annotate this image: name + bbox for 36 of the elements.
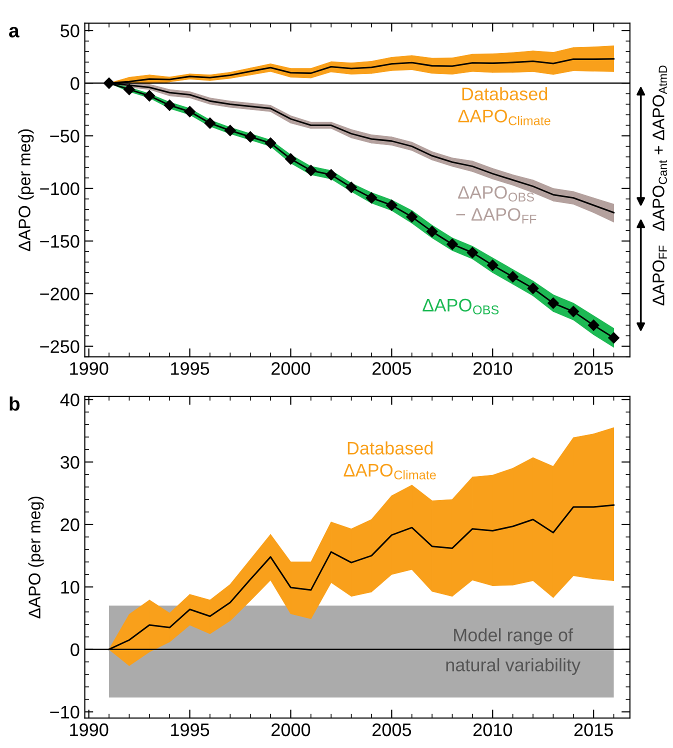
x-tick-label: 2010 [473,723,512,736]
y-tick-label: −10 [50,706,80,719]
x-tick-label: 2010 [473,362,512,375]
text: ΔAPO$_{Cant}$ + ΔAPO$_{AtmD}$ [652,66,667,231]
y-tick-label: 50 [60,24,80,38]
y-tick-label: 0 [70,643,80,656]
y-tick-label: 10 [61,580,80,594]
y-tick-label: −100 [40,182,80,196]
y-tick-label: −250 [40,340,80,353]
series-label: Databased ΔAPO$_{Climate}$ [458,87,550,126]
y-tick-label: −200 [40,288,80,300]
x-tick-label: 1995 [171,362,210,375]
band-label: Model range of natural variability [446,628,581,675]
series-label: ΔAPO$_{OBS}$ − ΔAPO$_{FF}$ [456,186,536,224]
y-axis-title: ΔAPO (per meg) [18,129,34,252]
x-tick-label: 1990 [70,723,108,736]
text: ΔAPO$_{FF}$ [652,246,667,306]
y-tick-label: −150 [40,234,80,248]
chart-title: a [9,26,20,38]
y-tick-label: −50 [50,130,80,143]
series-label: ΔAPO$_{OBS}$ [422,298,499,314]
x-tick-label: 2015 [574,723,613,736]
y-tick-label: 0 [70,77,80,90]
y-tick-label: 20 [60,518,80,532]
y-tick-label: 40 [60,393,80,406]
x-tick-label: 1990 [70,362,108,375]
y-axis-title: ΔAPO (per meg) [28,496,44,618]
x-tick-label: 2000 [272,723,310,736]
x-tick-label: 1995 [171,723,210,736]
x-tick-label: 2005 [372,723,412,736]
x-tick-label: 2000 [272,362,310,375]
y-tick-label: 30 [60,456,80,469]
x-tick-label: 2005 [372,362,412,375]
chart-title: b [10,396,20,411]
x-tick-label: 2015 [574,362,613,375]
text: Databased ΔAPO$_{Climate}$ [344,441,436,480]
